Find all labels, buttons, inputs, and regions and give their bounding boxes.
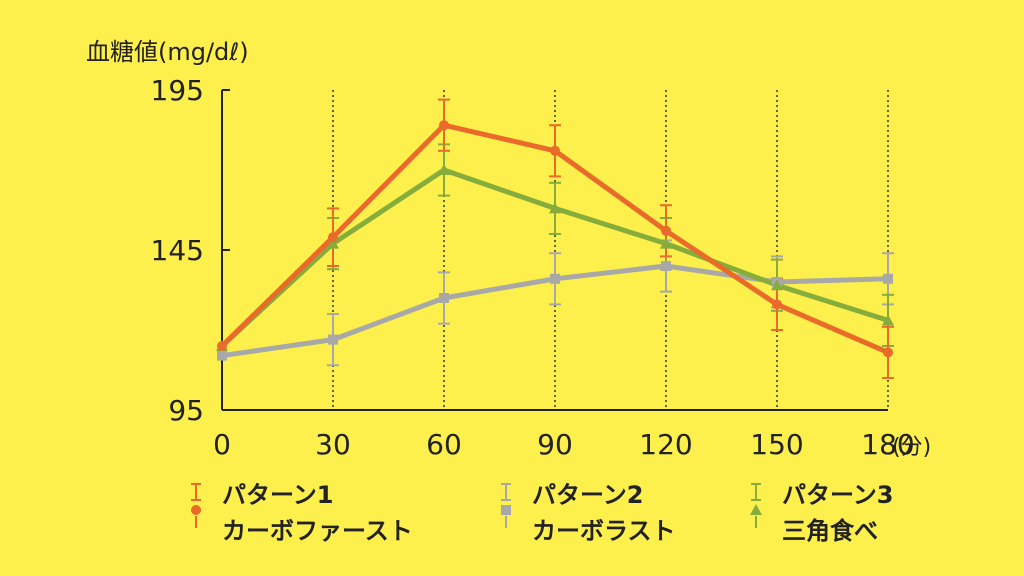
x-tick-label: 30: [315, 428, 351, 461]
data-point: [438, 164, 450, 175]
y-tick-label: 195: [151, 74, 204, 107]
x-tick-label: 0: [213, 428, 231, 461]
data-point: [217, 341, 227, 351]
y-tick-label: 145: [151, 234, 204, 267]
tick-labels: 95 145 195 0 30 60 90 120 150 180: [151, 74, 915, 461]
legend-label: パターン2: [532, 481, 644, 509]
data-point: [771, 279, 783, 291]
x-tick-label: 180: [861, 428, 914, 461]
gridlines: [332, 90, 889, 410]
legend-label: パターン3: [782, 481, 894, 509]
y-tick-label: 95: [168, 394, 204, 427]
data-point: [439, 293, 449, 303]
legend-label: カーボファースト: [222, 517, 413, 545]
x-tick-label: 90: [537, 428, 573, 461]
legend-marker: [750, 504, 762, 515]
legend-label: 三角食べ: [782, 517, 878, 545]
legend-label: パターン1: [222, 481, 334, 509]
data-point: [772, 299, 782, 310]
data-point: [882, 314, 894, 326]
x-tick-label: 150: [750, 428, 803, 461]
error-bars: [327, 98, 894, 379]
data-point: [328, 232, 338, 243]
series-markers: [216, 120, 894, 361]
data-point: [883, 273, 893, 284]
data-point: [883, 347, 893, 358]
legend-marker: [191, 505, 201, 515]
data-point: [439, 120, 449, 131]
x-axis-unit: (分): [892, 435, 931, 460]
y-axis-label: 血糖値(mg/dℓ): [86, 38, 249, 66]
data-point: [661, 225, 671, 236]
data-point: [550, 273, 560, 284]
data-point: [550, 145, 560, 156]
data-point: [217, 350, 227, 361]
data-point: [549, 202, 561, 214]
data-point: [661, 261, 671, 271]
legend-marker: [501, 505, 511, 515]
data-point: [660, 237, 672, 249]
legend: パターン1 カーボファースト パターン2 カーボラスト パターン3 三角食べ: [191, 481, 894, 545]
data-point: [328, 334, 338, 345]
x-tick-label: 60: [426, 428, 462, 461]
x-tick-label: 120: [639, 428, 692, 461]
legend-label: カーボラスト: [532, 517, 676, 545]
data-point: [327, 237, 339, 249]
